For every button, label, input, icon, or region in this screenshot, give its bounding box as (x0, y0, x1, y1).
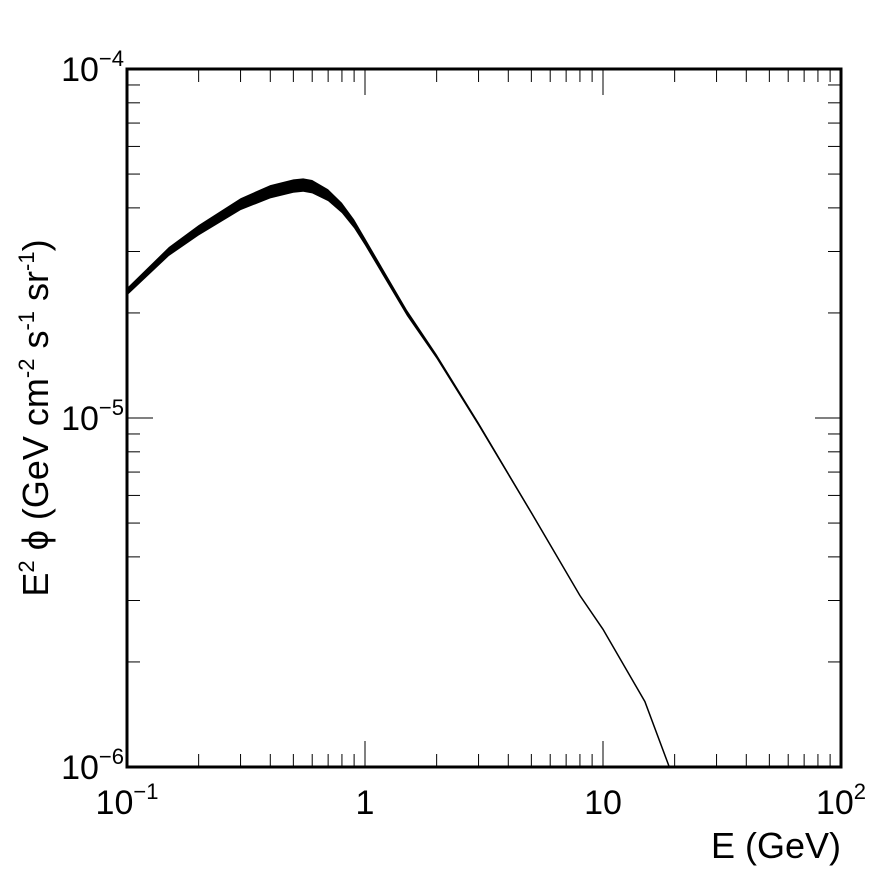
series-band (127, 178, 670, 768)
series-line (126, 184, 671, 768)
y-tick-label: 10−6 (61, 744, 124, 787)
y-tick-label: 10−4 (61, 46, 124, 89)
x-tick-label: 10 (584, 784, 622, 822)
x-tick-label: 102 (816, 779, 866, 822)
major-ticks (126, 69, 841, 768)
tick-labels: 10−1 1 10 102 10−6 10−5 10−4 (61, 46, 866, 822)
x-tick-label: 10−1 (96, 779, 159, 822)
minor-ticks (127, 69, 841, 767)
plot-frame (125, 67, 843, 769)
x-axis-title: E (GeV) (711, 825, 841, 866)
series-layer (126, 178, 671, 768)
y-axis-title: E2 ϕ (GeV cm-2 s-1 sr-1) (14, 239, 56, 596)
x-tick-label: 1 (356, 784, 375, 822)
y-tick-label: 10−5 (61, 395, 124, 438)
